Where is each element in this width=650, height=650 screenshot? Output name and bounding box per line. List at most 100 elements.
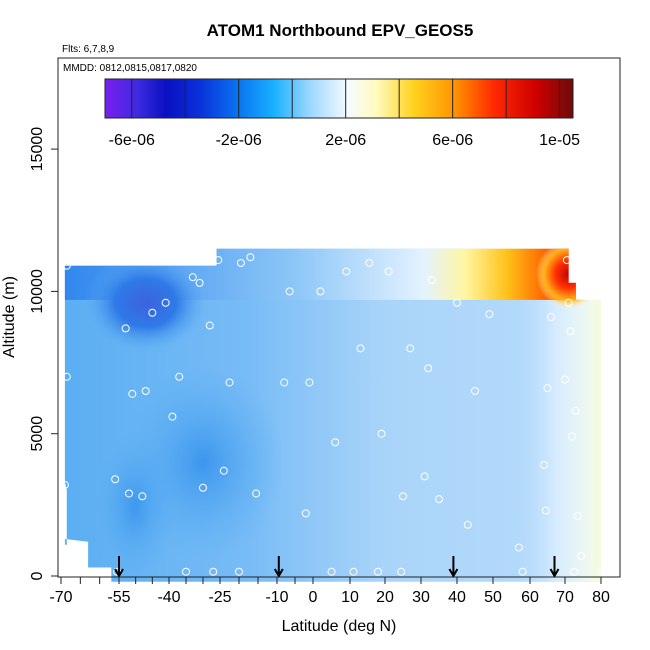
x-tick-label: -25 bbox=[208, 589, 231, 606]
y-tick-label: 10000 bbox=[29, 269, 46, 314]
colorbar: -6e-06 -2e-06 2e-06 6e-06 1e-05 bbox=[104, 78, 581, 149]
colorbar-dividers bbox=[131, 79, 561, 118]
profile-arrow bbox=[273, 556, 284, 579]
sample-point bbox=[148, 308, 157, 317]
sample-point bbox=[175, 372, 184, 381]
sample-point bbox=[219, 466, 228, 475]
sample-point bbox=[225, 378, 234, 387]
sample-point bbox=[514, 543, 523, 552]
sample-point bbox=[463, 520, 472, 529]
sample-point bbox=[141, 387, 150, 396]
chart-title: ATOM1 Northbound EPV_GEOS5 bbox=[207, 21, 474, 40]
y-tick-label: 5000 bbox=[29, 416, 46, 452]
sample-point bbox=[543, 384, 552, 393]
sample-point bbox=[540, 461, 548, 470]
x-tick-label: 40 bbox=[448, 589, 466, 606]
y-axis: 0 5000 10000 15000 bbox=[29, 127, 58, 580]
colorbar-tick-label: -2e-06 bbox=[216, 132, 262, 149]
sample-point bbox=[280, 378, 289, 387]
sample-point bbox=[285, 287, 294, 296]
sample-point bbox=[365, 258, 374, 267]
heatmap-field bbox=[64, 248, 601, 582]
sample-point bbox=[161, 298, 170, 307]
sample-point bbox=[570, 567, 578, 576]
sample-points bbox=[60, 253, 605, 576]
sample-point bbox=[420, 472, 429, 481]
x-tick-label: 10 bbox=[341, 589, 359, 606]
y-tick-label: 0 bbox=[29, 571, 46, 580]
x-tick-label: -70 bbox=[49, 589, 72, 606]
sample-point bbox=[301, 509, 310, 518]
profile-arrow bbox=[448, 556, 459, 579]
sample-point bbox=[356, 344, 365, 353]
sample-point bbox=[485, 310, 494, 319]
sample-point bbox=[182, 567, 190, 576]
sample-point bbox=[195, 278, 204, 287]
sample-point bbox=[205, 321, 214, 330]
sample-point bbox=[406, 344, 415, 353]
x-tick-label: 30 bbox=[412, 589, 430, 606]
dates-note: MMDD: 0812,0815,0817,0820 bbox=[63, 63, 197, 74]
sample-point bbox=[199, 483, 207, 492]
x-tick-label: -40 bbox=[157, 589, 180, 606]
profile-arrows bbox=[114, 556, 560, 579]
sample-point bbox=[435, 495, 443, 504]
sample-point bbox=[571, 406, 580, 415]
colorbar-labels: -6e-06 -2e-06 2e-06 6e-06 1e-05 bbox=[109, 132, 581, 149]
x-tick-label: 80 bbox=[592, 589, 610, 606]
x-tick-label: -10 bbox=[265, 589, 288, 606]
sample-point bbox=[188, 273, 197, 282]
sample-point bbox=[577, 552, 586, 561]
sample-point bbox=[62, 261, 71, 270]
sample-point bbox=[384, 267, 393, 276]
sample-point bbox=[471, 387, 479, 396]
sample-point bbox=[111, 475, 120, 484]
x-tick-label: 60 bbox=[521, 589, 539, 606]
sample-point bbox=[316, 287, 325, 296]
profile-arrow bbox=[549, 556, 560, 579]
sample-point bbox=[246, 253, 255, 262]
sample-point bbox=[377, 429, 386, 438]
sample-point bbox=[424, 364, 433, 373]
field-negative-core bbox=[84, 254, 207, 352]
field-positive-core bbox=[536, 248, 601, 309]
sample-point bbox=[427, 276, 436, 285]
sample-point bbox=[125, 489, 133, 498]
sample-point bbox=[305, 378, 314, 387]
sample-point bbox=[60, 480, 69, 489]
sample-point bbox=[327, 567, 336, 576]
colorbar-tick-label: 6e-06 bbox=[432, 132, 473, 149]
field-low-mid bbox=[121, 362, 285, 562]
x-tick-label: 50 bbox=[484, 589, 502, 606]
x-tick-label: 70 bbox=[556, 589, 574, 606]
sample-point bbox=[121, 324, 130, 333]
profile-arrow bbox=[114, 556, 124, 579]
sample-point bbox=[374, 567, 382, 576]
sample-point bbox=[138, 492, 147, 501]
sample-point bbox=[349, 567, 358, 576]
sample-point bbox=[62, 372, 71, 381]
x-axis-title: Latitude (deg N) bbox=[282, 618, 397, 635]
y-axis-title: Altitude (m) bbox=[1, 276, 18, 358]
sample-point bbox=[397, 567, 406, 576]
colorbar-tick-label: 1e-05 bbox=[539, 132, 580, 149]
sample-point bbox=[561, 375, 569, 384]
sample-point bbox=[252, 489, 261, 498]
sample-point bbox=[235, 567, 243, 576]
x-tick-label: 0 bbox=[309, 589, 318, 606]
sample-point bbox=[342, 267, 351, 276]
sample-point bbox=[568, 432, 577, 441]
sample-point bbox=[547, 313, 555, 322]
sample-point bbox=[399, 492, 407, 501]
sample-point bbox=[236, 258, 245, 267]
sample-point bbox=[453, 298, 461, 307]
sample-point bbox=[597, 567, 605, 576]
sample-point bbox=[209, 567, 218, 576]
colorbar-gradient bbox=[104, 78, 574, 119]
sample-point bbox=[541, 506, 550, 515]
flights-note: Flts: 6,7,8,9 bbox=[62, 44, 115, 55]
x-tick-label: -55 bbox=[107, 589, 130, 606]
sample-point bbox=[573, 512, 582, 521]
sample-point bbox=[331, 438, 340, 447]
